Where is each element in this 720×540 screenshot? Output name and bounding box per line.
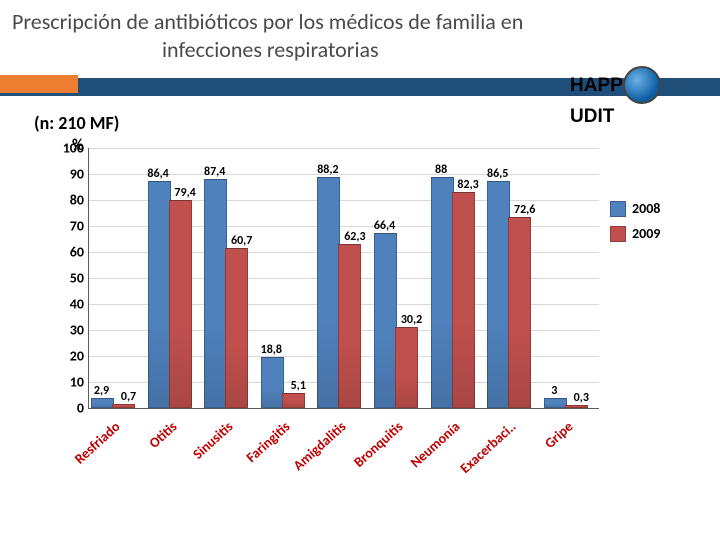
- bar: [112, 404, 135, 408]
- data-label: 0,7: [121, 390, 136, 404]
- data-label: 2,9: [94, 384, 109, 398]
- data-label: 88,2: [317, 163, 338, 177]
- bar: [544, 398, 567, 408]
- bar: [508, 217, 531, 408]
- bar: [91, 398, 114, 408]
- bar: [204, 179, 227, 408]
- title-line2: infecciones respiratorias: [12, 36, 708, 64]
- data-label: 86,5: [487, 167, 508, 181]
- ytick: 10: [70, 374, 84, 391]
- ytick: 40: [70, 296, 84, 313]
- data-label: 62,3: [344, 230, 365, 244]
- data-label: 88: [435, 163, 447, 177]
- data-label: 82,3: [457, 178, 478, 192]
- chart: % 0102030405060708090100 2,90,786,479,48…: [30, 136, 690, 496]
- bar: [282, 393, 305, 408]
- legend: 2008 2009: [610, 200, 686, 250]
- bar: [169, 200, 192, 408]
- ytick: 80: [70, 192, 84, 209]
- data-label: 66,4: [374, 219, 395, 233]
- bar: [431, 177, 454, 408]
- logo: HAPPUDIT: [570, 68, 700, 118]
- bar: [261, 357, 284, 408]
- ytick: 60: [70, 244, 84, 261]
- data-label: 86,4: [147, 167, 168, 181]
- data-label: 18,8: [261, 343, 282, 357]
- ytick: 0: [77, 400, 84, 417]
- data-label: 72,6: [514, 203, 535, 217]
- data-label: 5,1: [291, 379, 306, 393]
- xlabel: Exacerbaci..: [457, 418, 551, 512]
- globe-icon: [623, 66, 661, 104]
- bar: [338, 244, 361, 408]
- page-title: Prescripción de antibióticos por los méd…: [12, 8, 708, 63]
- legend-label: 2009: [632, 225, 660, 242]
- legend-item: 2009: [610, 225, 686, 242]
- logo-text-right: UDIT: [570, 106, 614, 127]
- xlabel: Resfriado: [71, 418, 155, 502]
- bar: [317, 177, 340, 408]
- legend-swatch: [610, 201, 626, 217]
- data-label: 60,7: [231, 234, 252, 248]
- ytick: 100: [63, 140, 84, 157]
- data-label: 30,2: [401, 313, 422, 327]
- title-line1: Prescripción de antibióticos por los méd…: [12, 8, 523, 35]
- bar: [395, 327, 418, 408]
- logo-text-left: HAPP: [570, 75, 623, 96]
- data-label: 3: [551, 384, 557, 398]
- ytick: 50: [70, 270, 84, 287]
- bar: [452, 192, 475, 408]
- bar: [374, 233, 397, 408]
- data-label: 87,4: [204, 165, 225, 179]
- ytick: 20: [70, 348, 84, 365]
- slide: Prescripción de antibióticos por los méd…: [0, 0, 720, 540]
- yaxis-ticks: 0102030405060708090100: [48, 148, 84, 408]
- subtitle: (n: 210 MF): [34, 112, 119, 134]
- ytick: 90: [70, 166, 84, 183]
- chart-plot: 2,9 0,7 86,4 79,4 87,4 60,7 18,8 5,1 88,2 62,3 66,…: [88, 148, 598, 408]
- bar: [487, 181, 510, 408]
- bar: [148, 181, 171, 408]
- legend-label: 2008: [632, 200, 660, 217]
- xaxis-labels: ResfriadoOtitisSinusitisFaringitisAmigda…: [88, 412, 598, 498]
- ytick: 30: [70, 322, 84, 339]
- bar: [225, 248, 248, 408]
- legend-swatch: [610, 226, 626, 242]
- header-bar-orange: [0, 75, 78, 93]
- data-label: 0,3: [574, 391, 589, 405]
- legend-item: 2008: [610, 200, 686, 217]
- data-label: 79,4: [174, 186, 195, 200]
- ytick: 70: [70, 218, 84, 235]
- xlabel: Gripe: [541, 418, 608, 487]
